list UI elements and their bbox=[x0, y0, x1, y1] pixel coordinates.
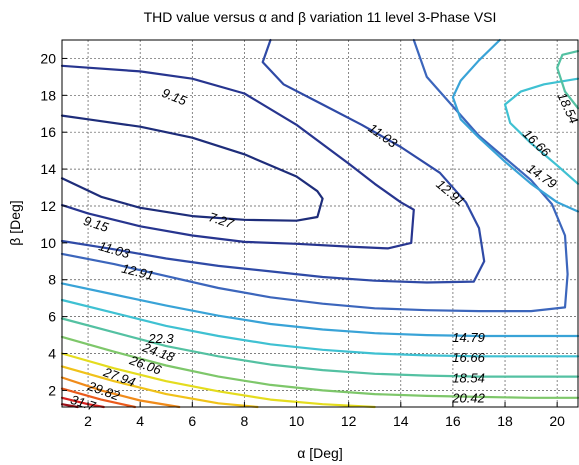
y-axis-label: β [Deg] bbox=[7, 200, 23, 245]
contour-label: 9.15 bbox=[160, 85, 190, 109]
contour-line bbox=[60, 114, 324, 222]
x-axis-label: α [Deg] bbox=[297, 445, 342, 461]
y-tick-label: 18 bbox=[40, 87, 56, 103]
contour-label: 7.27 bbox=[207, 209, 236, 231]
y-tick-label: 2 bbox=[48, 382, 56, 398]
contour-label: 11.03 bbox=[97, 238, 132, 261]
x-tick-label: 18 bbox=[497, 413, 513, 429]
y-tick-label: 12 bbox=[40, 198, 56, 214]
plot-frame bbox=[61, 39, 579, 408]
contour-line bbox=[60, 38, 569, 313]
contour-label: 11.03 bbox=[366, 120, 401, 151]
contour-label: 14.79 bbox=[524, 161, 559, 192]
y-tick-label: 8 bbox=[48, 272, 56, 288]
x-tick-label: 4 bbox=[136, 413, 144, 429]
contour-label: 20.42 bbox=[451, 391, 485, 406]
contour-line bbox=[60, 38, 486, 284]
x-tick-label: 20 bbox=[549, 413, 565, 429]
contour-line bbox=[60, 317, 579, 378]
chart-title: THD value versus α and β variation 11 le… bbox=[144, 9, 497, 25]
contour-labels: 9.1511.0312.9116.6614.7918.547.279.1511.… bbox=[69, 85, 579, 414]
grid bbox=[62, 40, 578, 407]
y-tick-label: 20 bbox=[40, 50, 56, 66]
contour-label: 22.3 bbox=[147, 331, 174, 346]
contour-line bbox=[503, 77, 579, 185]
contour-line bbox=[60, 387, 137, 409]
y-tick-label: 4 bbox=[48, 346, 56, 362]
contour-label: 31.7 bbox=[69, 392, 98, 414]
contour-label: 9.15 bbox=[82, 213, 111, 235]
contour-line bbox=[60, 64, 415, 250]
contour-label: 12.91 bbox=[433, 176, 468, 208]
x-tick-label: 14 bbox=[393, 413, 409, 429]
contour-label: 14.79 bbox=[452, 330, 485, 345]
contour-label: 16.66 bbox=[452, 350, 485, 365]
x-tick-label: 8 bbox=[241, 413, 249, 429]
x-tick-label: 16 bbox=[445, 413, 461, 429]
x-tick-label: 6 bbox=[188, 413, 196, 429]
contour-line bbox=[60, 282, 579, 338]
contour-label: 12.91 bbox=[120, 261, 155, 283]
y-tick-label: 14 bbox=[40, 161, 56, 177]
y-tick-label: 6 bbox=[48, 309, 56, 325]
contour-line bbox=[556, 50, 579, 110]
x-tick-label: 12 bbox=[341, 413, 357, 429]
contour-label: 18.54 bbox=[452, 370, 485, 385]
y-tick-label: 10 bbox=[40, 235, 56, 251]
x-tick-label: 2 bbox=[84, 413, 92, 429]
x-axis-ticks: 2 4 6 8 10 12 14 16 18 20 bbox=[84, 402, 565, 429]
contour-line bbox=[60, 352, 376, 409]
contour-line bbox=[60, 335, 579, 399]
contour-label: 16.66 bbox=[520, 126, 554, 160]
contour-line bbox=[60, 376, 181, 409]
contour-line bbox=[451, 38, 579, 213]
contour-line bbox=[60, 298, 579, 358]
y-tick-label: 16 bbox=[40, 124, 56, 140]
contour-lines bbox=[60, 38, 579, 409]
y-axis-ticks: 2 4 6 8 10 12 14 16 18 20 bbox=[40, 50, 67, 398]
contour-line bbox=[60, 365, 259, 409]
x-tick-label: 10 bbox=[289, 413, 305, 429]
